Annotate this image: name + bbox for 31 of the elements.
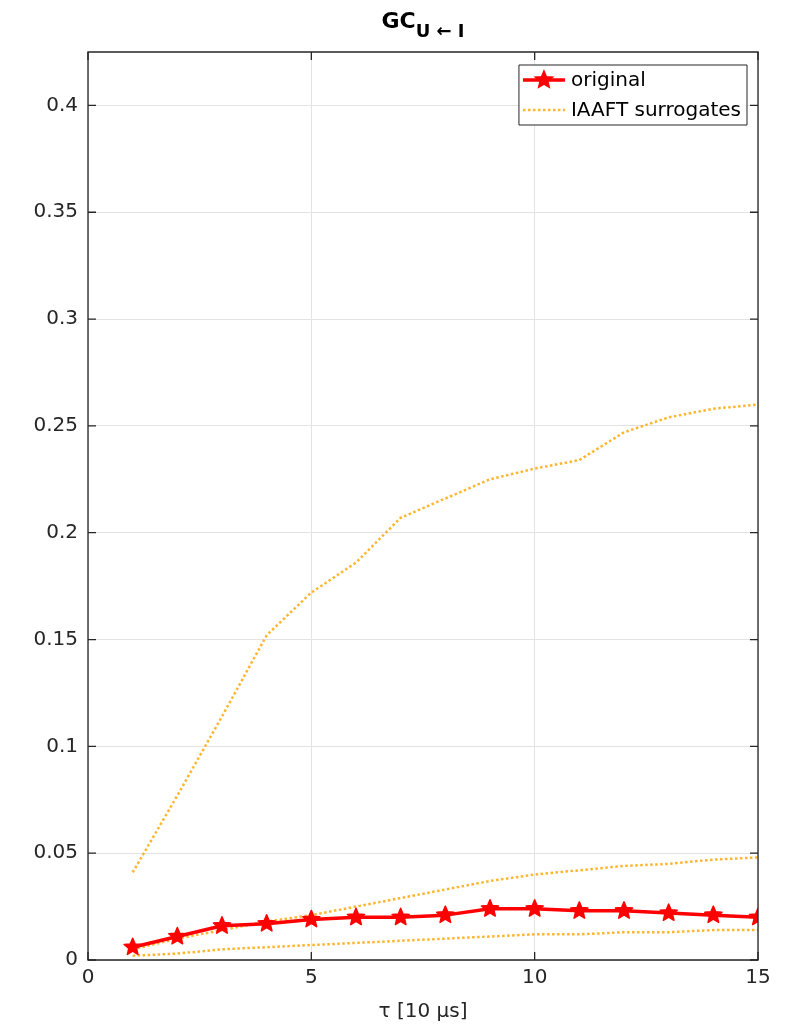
point	[480, 898, 500, 917]
x-tick-label: 10	[521, 964, 548, 989]
point	[391, 907, 410, 926]
y-tick-label: 0.1	[46, 732, 78, 757]
point	[704, 905, 723, 924]
y-tick-label: 0.15	[33, 625, 78, 650]
point	[302, 909, 321, 928]
point	[168, 926, 187, 945]
point	[436, 905, 455, 924]
point	[614, 901, 634, 919]
x-tick-label: 0	[81, 964, 95, 989]
point	[525, 898, 544, 917]
y-tick-label: 0.05	[33, 839, 78, 864]
y-tick-label: 0.4	[46, 91, 78, 116]
legend-label: IAAFT surrogates	[570, 97, 742, 122]
x-tick-label: 15	[745, 964, 771, 989]
point	[123, 937, 142, 956]
point	[212, 916, 232, 934]
x-tick-label: 5	[304, 964, 318, 989]
y-tick-label: 0	[65, 946, 78, 971]
y-tick-label: 0.35	[33, 198, 78, 223]
point	[346, 907, 366, 926]
y-tick-label: 0.2	[46, 518, 78, 543]
y-tick-label: 0.3	[46, 305, 78, 330]
legend-label: original	[570, 67, 646, 92]
line-series	[131, 403, 758, 874]
y-tick-label: 0.25	[33, 412, 78, 437]
x-axis-title: τ [10 μs]	[378, 998, 468, 1023]
point	[659, 903, 678, 922]
point	[257, 913, 276, 932]
point	[570, 901, 589, 919]
